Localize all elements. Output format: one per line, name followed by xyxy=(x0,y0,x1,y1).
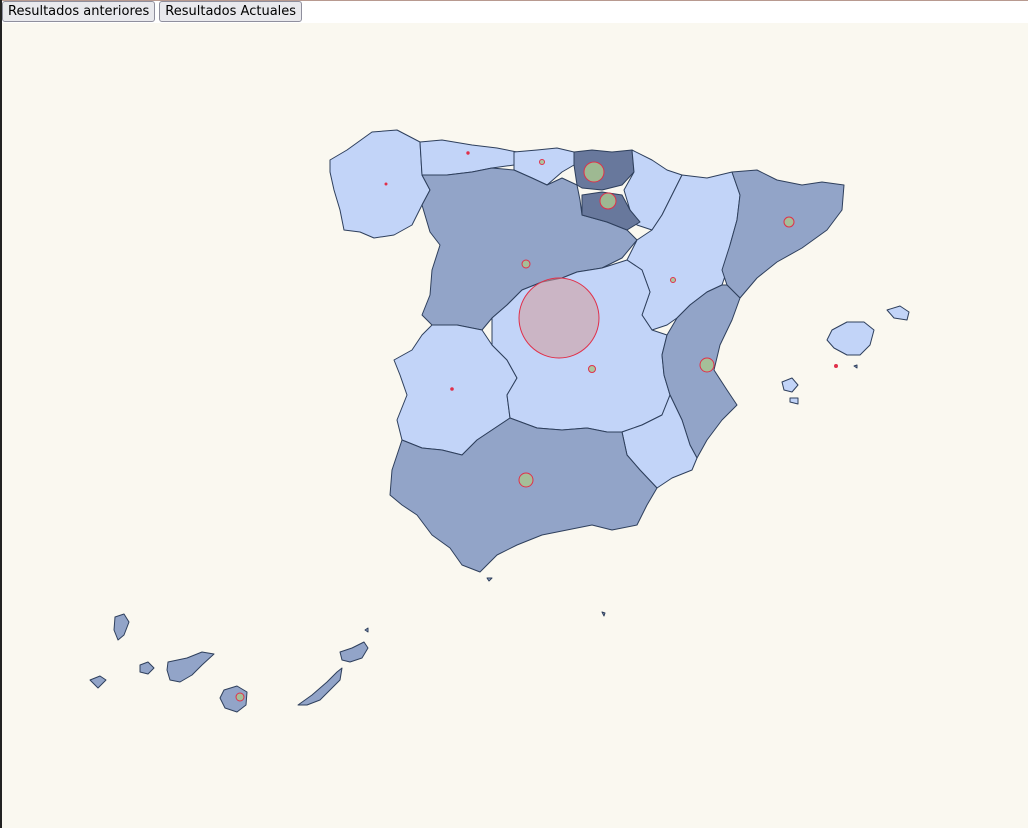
current-results-button[interactable]: Resultados Actuales xyxy=(159,1,303,22)
marker-asturias[interactable] xyxy=(466,151,470,155)
marker-la-rioja[interactable] xyxy=(599,192,617,210)
marker-baleares[interactable] xyxy=(834,364,838,368)
region-formentera[interactable] xyxy=(789,397,799,405)
toolbar: Resultados anteriores Resultados Actuale… xyxy=(2,1,303,23)
marker-castilla-la-mancha[interactable] xyxy=(588,365,596,373)
region-la-gomera[interactable] xyxy=(139,661,155,675)
marker-canarias[interactable] xyxy=(235,692,245,702)
islet-4 xyxy=(486,577,493,582)
marker-pais-vasco[interactable] xyxy=(583,161,605,183)
marker-castilla-leon[interactable] xyxy=(521,259,531,269)
region-andalucia[interactable] xyxy=(389,417,658,573)
marker-galicia[interactable] xyxy=(384,182,388,186)
marker-cataluna[interactable] xyxy=(783,216,795,228)
previous-results-button[interactable]: Resultados anteriores xyxy=(2,1,156,22)
region-gran-canaria[interactable] xyxy=(219,685,248,713)
region-galicia[interactable] xyxy=(329,129,431,239)
marker-aragon[interactable] xyxy=(670,277,676,283)
marker-madrid[interactable] xyxy=(518,277,600,359)
region-el-hierro[interactable] xyxy=(89,675,107,689)
top-edge xyxy=(0,0,1028,1)
region-tenerife[interactable] xyxy=(166,651,215,683)
marker-valencia[interactable] xyxy=(699,357,715,373)
islet-1 xyxy=(364,627,369,633)
region-mallorca[interactable] xyxy=(826,321,875,356)
region-lanzarote[interactable] xyxy=(339,641,369,663)
region-menorca[interactable] xyxy=(886,305,910,321)
spain-map xyxy=(89,129,910,713)
marker-cantabria[interactable] xyxy=(539,159,545,165)
marker-extremadura[interactable] xyxy=(450,387,454,391)
marker-andalucia[interactable] xyxy=(518,472,534,488)
islet-3 xyxy=(853,364,858,369)
region-cataluna[interactable] xyxy=(721,169,845,299)
left-edge xyxy=(0,0,2,828)
islet-2 xyxy=(601,611,606,617)
region-la-palma[interactable] xyxy=(113,613,130,641)
region-fuerteventura[interactable] xyxy=(297,667,343,706)
map-area xyxy=(2,23,1028,828)
region-ibiza[interactable] xyxy=(781,377,799,393)
